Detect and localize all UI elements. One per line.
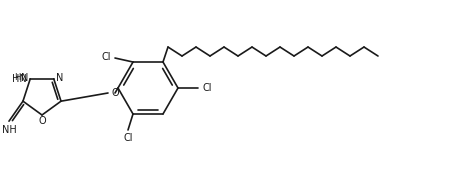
Text: H: H [14, 73, 20, 82]
Text: N: N [21, 73, 28, 83]
Text: Cl: Cl [123, 133, 133, 143]
Text: O: O [112, 88, 120, 98]
Text: N: N [56, 73, 63, 83]
Text: Cl: Cl [202, 83, 212, 93]
Text: O: O [38, 116, 46, 126]
Text: NH: NH [2, 125, 16, 135]
Text: HN: HN [13, 74, 27, 84]
Text: Cl: Cl [101, 52, 111, 62]
